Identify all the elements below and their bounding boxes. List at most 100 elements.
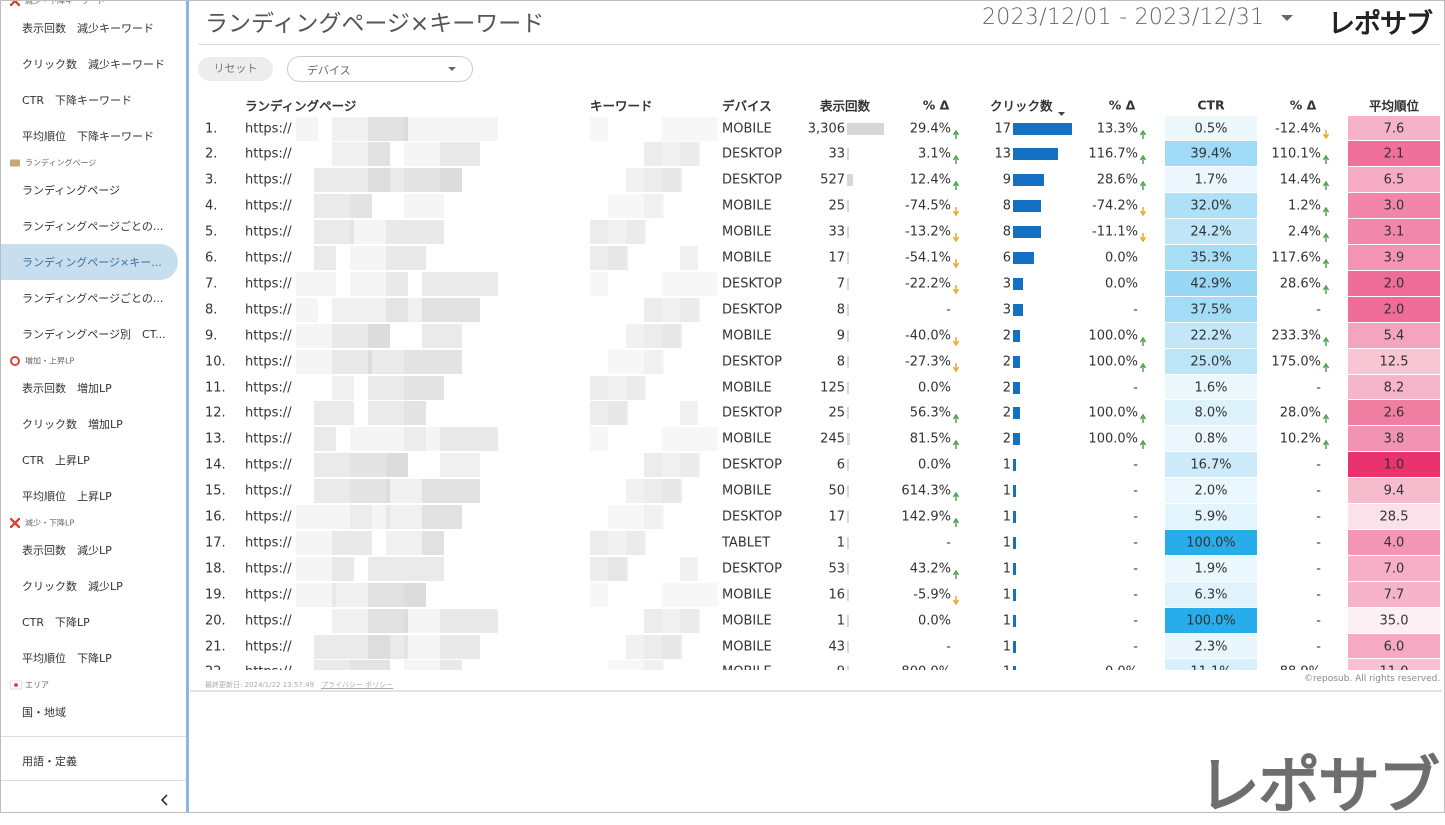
device-filter[interactable]: デバイス — [287, 56, 473, 82]
up-arrow — [1322, 408, 1330, 424]
table-cell: 13. — [205, 431, 226, 447]
column-header[interactable]: % Δ — [922, 97, 950, 113]
column-header[interactable]: クリック数 — [990, 98, 1053, 114]
blurred-text — [626, 479, 644, 504]
blurred-text — [314, 246, 336, 270]
table-cell: 4.0 — [1383, 535, 1405, 551]
table-cell: DESKTOP — [722, 354, 783, 370]
nav-item[interactable]: CTR 上昇LP — [22, 454, 90, 467]
table-cell: 100.0% — [1088, 354, 1138, 370]
nav-item[interactable]: 国・地域 — [22, 706, 66, 719]
table-cell: 35.0 — [1379, 613, 1409, 629]
privacy-link[interactable]: プライバシー ポリシー — [321, 681, 394, 689]
nav-item[interactable]: ランディングページ — [22, 184, 121, 197]
section-title: 減少・下降LP — [25, 518, 75, 528]
position-heat-cell — [1348, 141, 1440, 167]
table-cell: 6.3% — [1194, 587, 1228, 603]
nav-divider — [1, 736, 186, 737]
column-header[interactable]: % Δ — [1289, 97, 1317, 113]
position-heat-cell — [1348, 245, 1440, 270]
table-cell: 1 — [836, 613, 845, 629]
column-header[interactable]: キーワード — [590, 98, 653, 114]
nav-item[interactable]: 表示回数 増加LP — [22, 382, 112, 395]
blurred-text — [662, 271, 680, 296]
date-dropdown-arrow[interactable] — [1280, 14, 1294, 22]
table-cell: https:// — [245, 665, 292, 670]
reset-button[interactable]: リセット — [198, 57, 273, 81]
nav-item[interactable]: CTR 下降キーワード — [22, 94, 133, 107]
nav-item[interactable]: CTR 下降LP — [22, 616, 90, 629]
impressions-bar — [847, 511, 849, 523]
blurred-text — [350, 453, 408, 478]
clicks-bar — [1013, 666, 1017, 670]
up-arrow — [952, 486, 960, 502]
table-cell: 43 — [828, 639, 845, 654]
column-header[interactable]: 表示回数 — [819, 98, 870, 114]
blurred-text — [404, 375, 444, 400]
blurred-text — [332, 349, 372, 374]
blurred-text — [386, 530, 444, 555]
blurred-text — [314, 479, 390, 504]
blurred-text — [422, 479, 480, 504]
nav-item[interactable]: ランディングページごとの... — [22, 292, 164, 305]
ctr-heat-cell — [1165, 555, 1257, 581]
table-cell: 7. — [205, 276, 218, 292]
nav-item[interactable]: クリック数 増加LP — [22, 418, 123, 431]
table-cell: - — [1316, 535, 1321, 551]
blurred-text — [608, 194, 626, 219]
nav-item[interactable]: ランディングページごとの... — [22, 220, 164, 233]
date-range[interactable]: 2023/12/01 - 2023/12/31 — [982, 5, 1265, 30]
table-cell: 8. — [205, 302, 218, 318]
column-header[interactable]: 平均順位 — [1368, 98, 1419, 114]
impressions-bar — [847, 536, 849, 549]
table-cell: 5.4 — [1383, 328, 1405, 344]
ctr-heat-cell — [1165, 504, 1257, 529]
table-cell: DESKTOP — [722, 172, 783, 188]
table-cell: 3.8 — [1383, 431, 1405, 447]
table-cell: https:// — [245, 172, 292, 188]
nav-item[interactable]: 平均順位 上昇LP — [22, 490, 112, 503]
nav-item[interactable]: 表示回数 減少キーワード — [22, 22, 154, 35]
table-cell: DESKTOP — [722, 302, 783, 318]
table-cell: MOBILE — [722, 639, 772, 654]
nav-item[interactable]: ランディングページ×キー... — [22, 256, 162, 269]
nav-item[interactable]: 平均順位 下降キーワード — [22, 130, 154, 143]
table-cell: 19. — [205, 587, 226, 603]
blurred-text — [680, 608, 698, 633]
table-cell: - — [946, 535, 951, 551]
nav-item[interactable]: クリック数 減少キーワード — [22, 58, 165, 71]
nav-item[interactable]: 表示回数 減少LP — [22, 544, 112, 557]
table-cell: TABLET — [722, 535, 771, 551]
table-cell: https:// — [245, 535, 292, 551]
ctr-heat-cell — [1165, 529, 1257, 555]
table-cell: 233.3% — [1271, 328, 1321, 344]
position-heat-cell — [1348, 322, 1440, 348]
blurred-text — [440, 168, 462, 193]
down-arrow — [952, 357, 960, 372]
blurred-text — [608, 349, 626, 374]
column-header[interactable]: % Δ — [1108, 97, 1136, 113]
column-header[interactable]: ランディングページ — [245, 98, 357, 114]
down-arrow — [952, 227, 960, 243]
down-arrow — [1139, 227, 1147, 243]
nav-item[interactable]: 用語・定義 — [22, 755, 77, 768]
active-highlight — [1, 244, 178, 280]
up-arrow — [952, 124, 960, 139]
table-cell: 22.2% — [1190, 328, 1232, 344]
nav-item[interactable]: ランディングページ別 CT... — [22, 328, 166, 341]
table-cell: 0.0% — [917, 457, 951, 473]
table-cell: 35.3% — [1190, 250, 1232, 266]
nav-item[interactable]: 平均順位 下降LP — [22, 652, 112, 665]
position-heat-cell — [1348, 374, 1440, 400]
collapse-button[interactable] — [159, 792, 171, 806]
position-heat-cell — [1348, 219, 1440, 245]
impressions-bar — [847, 433, 850, 446]
column-header[interactable]: CTR — [1197, 97, 1225, 113]
table-cell: - — [1316, 639, 1321, 654]
ctr-heat-cell — [1165, 374, 1257, 400]
nav-item[interactable]: クリック数 減少LP — [22, 580, 123, 593]
table-cell: - — [1133, 457, 1138, 473]
column-header[interactable]: デバイス — [722, 98, 772, 114]
blurred-text — [368, 116, 408, 141]
table-cell: 1 — [1002, 613, 1011, 629]
